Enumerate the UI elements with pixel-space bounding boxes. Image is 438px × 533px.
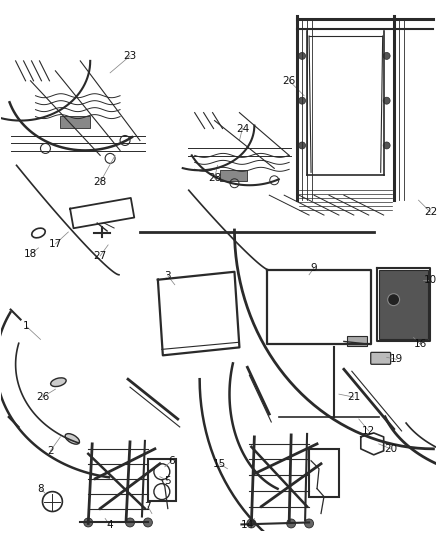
Text: 22: 22 [424,207,437,217]
Ellipse shape [65,434,79,444]
Text: 21: 21 [347,392,360,402]
Text: 26: 26 [283,76,296,86]
Text: 28: 28 [208,173,221,183]
Text: 9: 9 [311,263,318,273]
Circle shape [299,142,306,149]
Text: 20: 20 [384,444,397,454]
FancyBboxPatch shape [371,352,391,364]
Text: 16: 16 [414,340,427,350]
Circle shape [304,519,314,528]
Text: 1: 1 [23,321,30,332]
Circle shape [299,97,306,104]
Circle shape [287,519,296,528]
Circle shape [247,519,256,528]
FancyBboxPatch shape [347,336,367,346]
FancyBboxPatch shape [379,270,428,340]
Circle shape [383,142,390,149]
Circle shape [126,518,134,527]
Text: 19: 19 [390,354,403,365]
Text: 4: 4 [107,520,113,530]
Text: 8: 8 [37,483,44,494]
FancyBboxPatch shape [60,116,90,127]
Circle shape [84,518,93,527]
Text: 26: 26 [36,392,49,402]
Text: 2: 2 [47,446,54,456]
Text: 24: 24 [236,124,249,134]
Text: 15: 15 [213,459,226,469]
FancyBboxPatch shape [219,171,247,181]
Text: 14: 14 [241,520,254,530]
Circle shape [299,52,306,59]
Text: 6: 6 [169,456,175,466]
Text: 17: 17 [49,239,62,249]
Text: 18: 18 [24,249,37,259]
Text: 12: 12 [362,426,375,436]
Text: 3: 3 [165,271,171,281]
Circle shape [388,294,399,305]
Circle shape [383,52,390,59]
Text: 7: 7 [145,502,151,512]
Text: 10: 10 [424,274,437,285]
Circle shape [383,97,390,104]
Text: 23: 23 [124,51,137,61]
Ellipse shape [51,378,66,386]
Circle shape [143,518,152,527]
Text: 28: 28 [94,177,107,187]
Text: 5: 5 [165,475,171,486]
Text: 27: 27 [94,251,107,261]
